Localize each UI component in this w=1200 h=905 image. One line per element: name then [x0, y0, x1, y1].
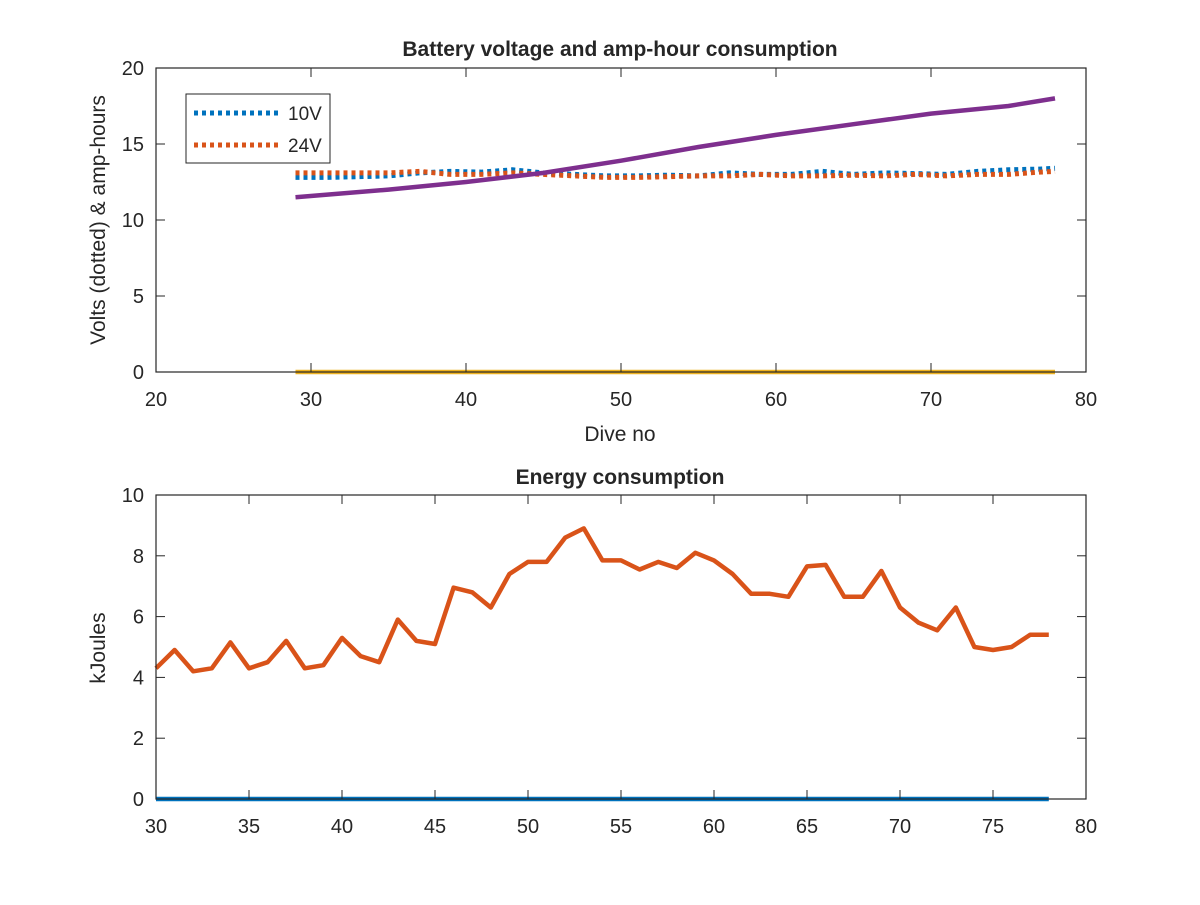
energy-chart-title: Energy consumption: [516, 466, 725, 489]
energy-x-tick-label: 75: [982, 816, 1004, 838]
voltage-series-2-line: [295, 96, 1056, 200]
energy-ticks: 30 35 40 45 50 55 60 65 70 75 80 0 2 4 6 8 10: [122, 485, 1097, 838]
voltage-plot-area: [295, 96, 1056, 375]
voltage-y-tick-label: 10: [122, 210, 144, 232]
energy-y-tick-label: 2: [133, 728, 144, 750]
voltage-chart-title: Battery voltage and amp-hour consumption: [402, 38, 837, 61]
legend-box: [185, 93, 331, 164]
energy-x-tick-label: 70: [889, 816, 911, 838]
energy-y-tick-label: 10: [122, 485, 144, 507]
energy-x-tick-label: 55: [610, 816, 632, 838]
legend: 10V 24V: [185, 93, 331, 164]
energy-x-tick-label: 60: [703, 816, 725, 838]
energy-x-tick-label: 45: [424, 816, 446, 838]
energy-y-axis-label: kJoules: [87, 612, 110, 683]
voltage-y-axis-label: Volts (dotted) & amp-hours: [87, 95, 110, 345]
voltage-y-tick-label: 5: [133, 286, 144, 308]
energy-x-tick-label: 50: [517, 816, 539, 838]
voltage-y-tick-label: 0: [133, 362, 144, 384]
energy-plot-area: [154, 526, 1049, 802]
voltage-x-tick-label: 50: [610, 389, 632, 411]
energy-x-tick-label: 30: [145, 816, 167, 838]
energy-y-tick-label: 6: [133, 607, 144, 629]
energy-y-tick-label: 4: [133, 667, 144, 689]
voltage-x-axis-label: Dive no: [584, 423, 655, 446]
voltage-x-tick-label: 80: [1075, 389, 1097, 411]
energy-x-tick-label: 65: [796, 816, 818, 838]
energy-x-tick-label: 35: [238, 816, 260, 838]
voltage-ticks: 20 30 40 50 60 70 80 0 5 10 15 20: [122, 58, 1097, 411]
energy-axes: Energy consumption kJoules 30 35 40 45 50 55 6…: [87, 466, 1097, 838]
voltage-series-24v-line: [295, 168, 1056, 180]
energy-y-tick-label: 8: [133, 546, 144, 568]
energy-y-tick-label: 0: [133, 789, 144, 811]
energy-x-tick-label: 80: [1075, 816, 1097, 838]
energy-x-tick-label: 40: [331, 816, 353, 838]
voltage-x-tick-label: 70: [920, 389, 942, 411]
energy-series-0-line: [154, 526, 1049, 674]
legend-label-10v: 10V: [288, 104, 322, 125]
voltage-x-tick-label: 20: [145, 389, 167, 411]
voltage-x-tick-label: 60: [765, 389, 787, 411]
voltage-x-tick-label: 30: [300, 389, 322, 411]
voltage-y-tick-label: 15: [122, 134, 144, 156]
voltage-axes: Battery voltage and amp-hour consumption…: [87, 38, 1097, 446]
voltage-y-tick-label: 20: [122, 58, 144, 80]
voltage-x-tick-label: 40: [455, 389, 477, 411]
legend-label-24v: 24V: [288, 136, 322, 157]
energy-axes-box: [155, 494, 1087, 800]
